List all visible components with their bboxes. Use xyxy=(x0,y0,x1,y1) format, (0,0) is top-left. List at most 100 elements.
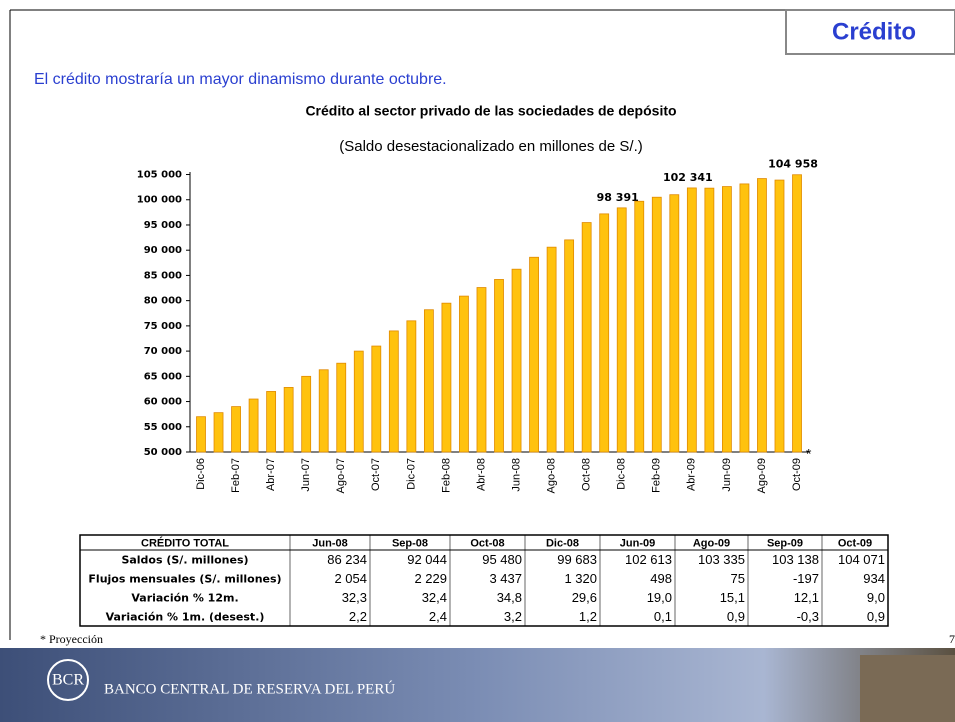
y-tick-label: 95 000 xyxy=(144,220,182,231)
x-tick-label: Feb-08 xyxy=(440,458,452,493)
x-tick-label: Ago-07 xyxy=(335,458,347,493)
table-cell: 99 683 xyxy=(557,552,597,567)
y-tick-label: 80 000 xyxy=(144,296,182,307)
bar xyxy=(704,187,715,453)
bar xyxy=(283,387,294,453)
table-cell: 3,2 xyxy=(504,609,522,624)
table-cell: 0,9 xyxy=(727,609,745,624)
bar xyxy=(423,309,434,453)
title-box xyxy=(785,9,955,55)
row-label: Flujos mensuales (S/. millones) xyxy=(88,573,281,586)
table-cell: 9,0 xyxy=(867,590,885,605)
bank-name: BANCO CENTRAL DE RESERVA DEL PERÚ xyxy=(104,680,395,697)
x-tick-label: Ago-09 xyxy=(756,458,768,493)
table-cell: 12,1 xyxy=(794,590,819,605)
table-header: CRÉDITO TOTAL xyxy=(141,536,229,549)
x-tick-label: Feb-09 xyxy=(651,458,663,493)
x-tick-label: Jun-08 xyxy=(510,458,522,492)
table-cell: 86 234 xyxy=(327,552,367,567)
table-cell: 103 335 xyxy=(698,552,745,567)
table-cell: 2 229 xyxy=(414,571,447,586)
footer-band xyxy=(0,648,955,722)
page-number: 7 xyxy=(949,632,955,646)
table-header: Jun-08 xyxy=(312,537,347,549)
x-tick-label: Jun-09 xyxy=(721,458,733,492)
table-cell: 92 044 xyxy=(407,552,447,567)
x-tick-label: Abr-09 xyxy=(686,458,698,491)
table-cell: 102 613 xyxy=(625,552,672,567)
bar xyxy=(266,391,277,453)
table-cell: 103 138 xyxy=(772,552,819,567)
table-cell: 1 320 xyxy=(564,571,597,586)
y-tick-label: 100 000 xyxy=(137,195,182,206)
table-cell: 32,4 xyxy=(422,590,447,605)
x-tick-label: Dic-07 xyxy=(405,458,417,490)
x-tick-label: Oct-07 xyxy=(370,458,382,491)
table-cell: 0,1 xyxy=(654,609,672,624)
bar xyxy=(388,330,399,453)
bar xyxy=(301,375,312,453)
y-tick-label: 85 000 xyxy=(144,270,182,281)
x-tick-label: Oct-08 xyxy=(581,458,593,491)
bar xyxy=(634,200,645,453)
footnote: * Proyección xyxy=(40,632,103,646)
bar xyxy=(686,187,697,453)
row-label: Variación % 1m. (desest.) xyxy=(106,611,265,624)
table-border xyxy=(79,534,889,627)
table-cell: 19,0 xyxy=(647,590,672,605)
x-tick-label: Feb-07 xyxy=(230,458,242,493)
table-cell: 2,4 xyxy=(429,609,447,624)
x-tick-label: Abr-08 xyxy=(475,458,487,491)
x-tick-label: Jun-07 xyxy=(300,458,312,492)
table-cell: 2,2 xyxy=(349,609,367,624)
x-tick-label: Abr-07 xyxy=(265,458,277,491)
x-tick-label: Ago-08 xyxy=(546,458,558,493)
row-label: Variación % 12m. xyxy=(131,592,238,605)
bar xyxy=(371,345,382,453)
bar xyxy=(757,178,767,453)
y-tick-label: 65 000 xyxy=(144,371,182,382)
bar xyxy=(792,174,802,453)
y-tick-label: 105 000 xyxy=(137,170,182,181)
building-photo xyxy=(860,655,955,722)
chart-subtitle: (Saldo desestacionalizado en millones de… xyxy=(339,138,643,155)
bar xyxy=(318,369,329,453)
bar xyxy=(231,406,241,453)
table-header: Sep-08 xyxy=(392,537,428,549)
table-cell: -0,3 xyxy=(797,609,819,624)
bar xyxy=(213,412,224,453)
x-tick-label: Oct-09 xyxy=(791,458,803,491)
table-cell: 1,2 xyxy=(579,609,597,624)
bar xyxy=(353,350,364,453)
table-header: Oct-08 xyxy=(470,537,504,549)
table-cell: 934 xyxy=(863,571,885,586)
bar xyxy=(616,207,627,453)
table-header: Sep-09 xyxy=(767,537,803,549)
table-cell: 3 437 xyxy=(489,571,522,586)
bar xyxy=(739,183,750,453)
y-tick-label: 70 000 xyxy=(144,346,182,357)
chart-title: Crédito al sector privado de las socieda… xyxy=(305,103,676,119)
y-tick-label: 55 000 xyxy=(144,422,182,433)
bar xyxy=(441,302,452,453)
table-cell: -197 xyxy=(793,571,819,586)
bar xyxy=(599,213,610,453)
y-tick-label: 90 000 xyxy=(144,245,182,256)
table-header: Jun-09 xyxy=(620,537,655,549)
table-cell: 75 xyxy=(731,571,745,586)
slide-subtitle: El crédito mostraría un mayor dinamismo … xyxy=(34,71,447,88)
bar xyxy=(722,186,732,453)
bank-logo-mark: BCR xyxy=(52,672,84,689)
x-tick-label: Dic-06 xyxy=(195,458,207,490)
y-tick-label: 60 000 xyxy=(144,397,182,408)
table-header: Ago-09 xyxy=(693,537,730,549)
row-label: Saldos (S/. millones) xyxy=(121,554,248,567)
table-header: Oct-09 xyxy=(838,537,872,549)
bar xyxy=(406,320,417,453)
table-cell: 95 480 xyxy=(482,552,522,567)
data-label: 104 958 xyxy=(768,158,818,171)
bar xyxy=(669,194,680,453)
y-tick-label: 75 000 xyxy=(144,321,182,332)
y-tick-label: 50 000 xyxy=(144,447,182,458)
table-cell: 2 054 xyxy=(334,571,367,586)
